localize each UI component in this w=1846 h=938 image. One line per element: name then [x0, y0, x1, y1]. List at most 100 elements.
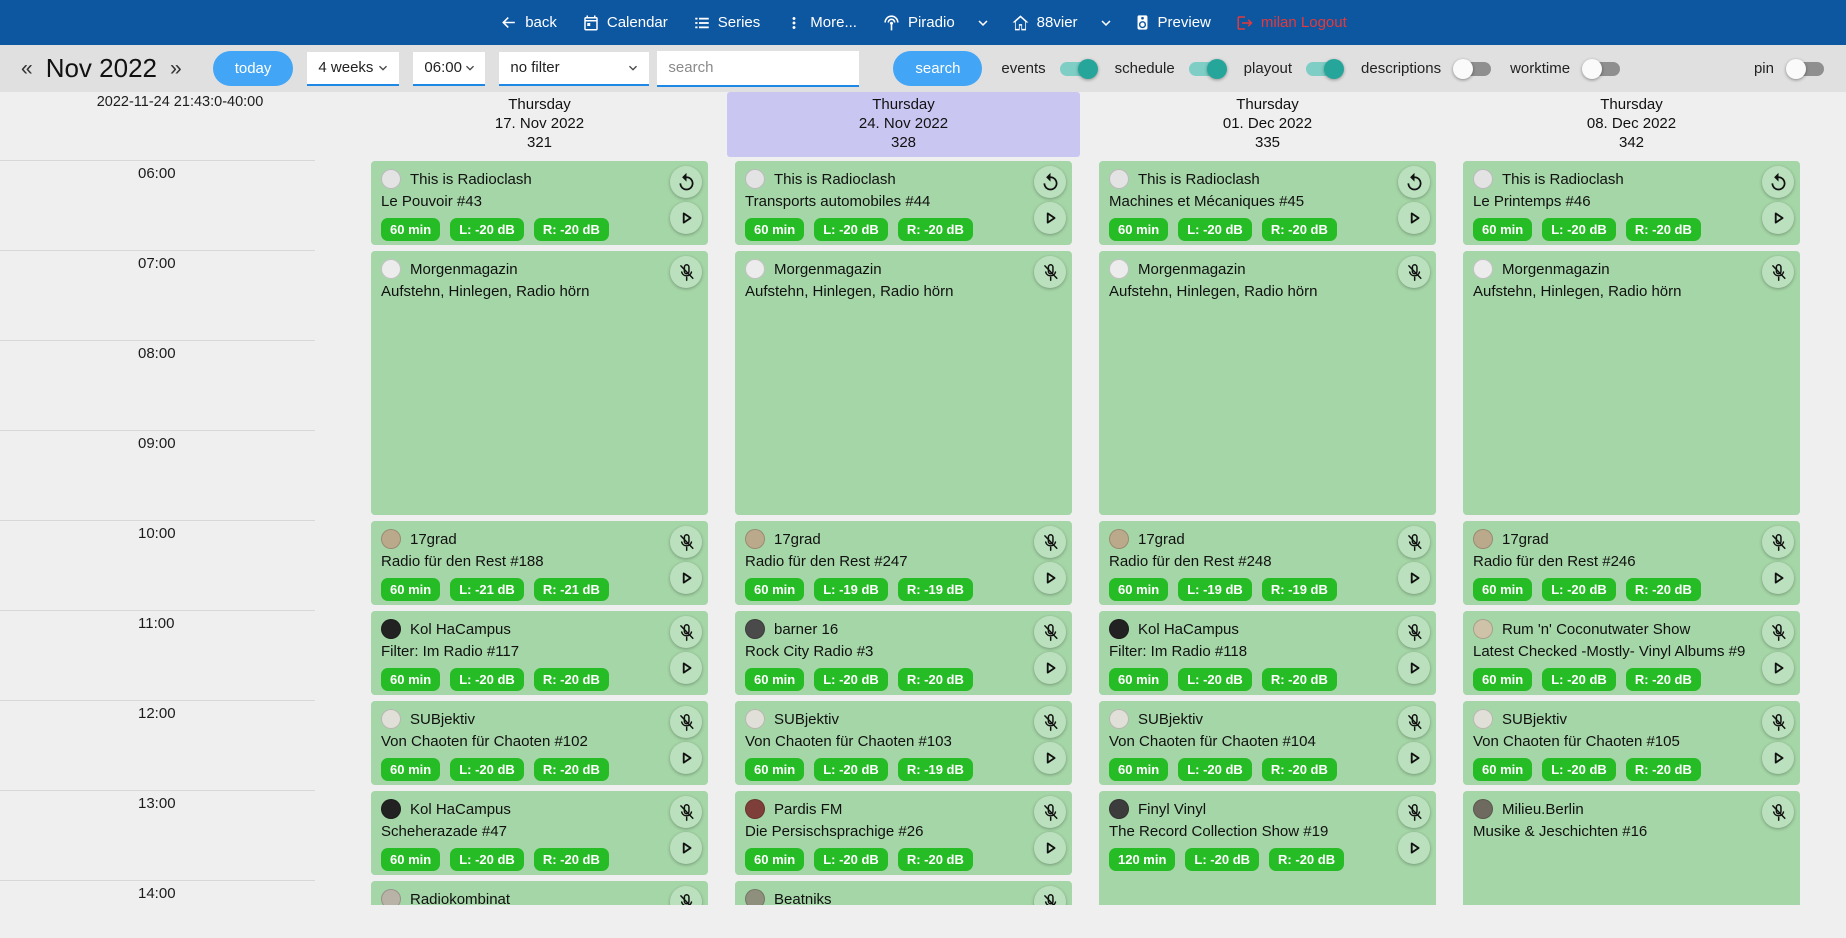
- speaker-icon: [1134, 14, 1151, 31]
- hour-label: 09:00: [138, 435, 176, 452]
- badge-row: 60 min L: -20 dB R: -20 dB: [1109, 668, 1426, 691]
- event-card[interactable]: SUBjektiv Von Chaoten für Chaoten #104 60 …: [1099, 701, 1436, 785]
- event-card[interactable]: Pardis FM Die Persischsprachige #26 60 min…: [735, 791, 1072, 875]
- schedule-toggle[interactable]: [1188, 58, 1227, 79]
- event-card[interactable]: This is Radioclash Le Printemps #46 60 min…: [1463, 161, 1800, 245]
- filter-select[interactable]: no filter: [499, 51, 650, 86]
- event-card[interactable]: 17grad Radio für den Rest #246 60 min L: -2…: [1463, 521, 1800, 605]
- search-button[interactable]: search: [893, 51, 983, 86]
- play-button[interactable]: [1034, 202, 1066, 234]
- play-button[interactable]: [1762, 202, 1794, 234]
- event-card[interactable]: 17grad Radio für den Rest #247 60 min L: -1…: [735, 521, 1072, 605]
- nav-item-series[interactable]: Series: [693, 14, 760, 32]
- event-card[interactable]: Rum 'n' Coconutwater Show Latest Checked …: [1463, 611, 1800, 695]
- show-name: barner 16: [774, 620, 839, 638]
- show-avatar: [1473, 799, 1493, 819]
- events-toggle[interactable]: [1059, 58, 1098, 79]
- event-card[interactable]: Morgenmagazin Aufstehn, Hinlegen, Radio h…: [1099, 251, 1436, 515]
- day-header[interactable]: Thursday 01. Dec 2022 335: [1091, 92, 1444, 157]
- next-month-button[interactable]: »: [170, 57, 182, 80]
- nav-item-station[interactable]: 88vier: [1011, 13, 1078, 32]
- replay-button[interactable]: [1762, 166, 1794, 198]
- pin-toggle[interactable]: [1786, 58, 1824, 79]
- station-dropdown-chevron-icon[interactable]: [1097, 14, 1115, 32]
- event-card[interactable]: Radiokombinat: [371, 881, 708, 905]
- event-icon-stack: [1762, 166, 1794, 234]
- replay-button[interactable]: [670, 166, 702, 198]
- play-button[interactable]: [1398, 832, 1430, 864]
- badge-row: 60 min L: -20 dB R: -20 dB: [1109, 218, 1426, 241]
- show-avatar: [1473, 619, 1493, 639]
- back-button[interactable]: back: [499, 13, 557, 32]
- playout-toggle[interactable]: [1306, 58, 1345, 79]
- duration-badge: 60 min: [1109, 218, 1169, 241]
- level-left-badge: L: -20 dB: [1178, 668, 1252, 691]
- today-button[interactable]: today: [212, 51, 294, 86]
- event-card[interactable]: Kol HaCampus Scheherazade #47 60 min L: -20…: [371, 791, 708, 875]
- piradio-dropdown-chevron-icon[interactable]: [974, 14, 992, 32]
- event-icon-stack: [1398, 526, 1430, 594]
- play-button[interactable]: [670, 562, 702, 594]
- play-button[interactable]: [1398, 652, 1430, 684]
- event-card[interactable]: SUBjektiv Von Chaoten für Chaoten #103 60 …: [735, 701, 1072, 785]
- descriptions-toggle[interactable]: [1453, 58, 1492, 79]
- replay-button[interactable]: [1398, 166, 1430, 198]
- level-left-badge: L: -20 dB: [450, 218, 524, 241]
- nav-item-piradio[interactable]: Piradio: [882, 13, 955, 32]
- event-card[interactable]: Morgenmagazin Aufstehn, Hinlegen, Radio h…: [1463, 251, 1800, 515]
- day-header[interactable]: Thursday 17. Nov 2022 321: [363, 92, 716, 157]
- play-button[interactable]: [670, 652, 702, 684]
- play-button[interactable]: [1034, 832, 1066, 864]
- logout-button[interactable]: milan Logout: [1236, 14, 1347, 32]
- nav-item-calendar[interactable]: Calendar: [582, 14, 668, 32]
- event-card[interactable]: Morgenmagazin Aufstehn, Hinlegen, Radio h…: [371, 251, 708, 515]
- event-card[interactable]: SUBjektiv Von Chaoten für Chaoten #102 60 …: [371, 701, 708, 785]
- event-card[interactable]: Finyl Vinyl The Record Collection Show #1…: [1099, 791, 1436, 905]
- show-avatar: [745, 619, 765, 639]
- play-button[interactable]: [1762, 562, 1794, 594]
- hour-label: 12:00: [138, 705, 176, 722]
- event-card[interactable]: Milieu.Berlin Musike & Jeschichten #16: [1463, 791, 1800, 905]
- range-select[interactable]: 4 weeks: [307, 51, 400, 86]
- play-button[interactable]: [1034, 742, 1066, 774]
- event-card[interactable]: This is Radioclash Machines et Mécaniques…: [1099, 161, 1436, 245]
- event-card[interactable]: Morgenmagazin Aufstehn, Hinlegen, Radio h…: [735, 251, 1072, 515]
- worktime-toggle[interactable]: [1582, 58, 1621, 79]
- event-card[interactable]: Kol HaCampus Filter: Im Radio #118 60 min L…: [1099, 611, 1436, 695]
- play-button[interactable]: [1034, 562, 1066, 594]
- play-button[interactable]: [1034, 652, 1066, 684]
- play-button[interactable]: [1398, 742, 1430, 774]
- show-name: SUBjektiv: [1138, 710, 1204, 728]
- replay-button[interactable]: [1034, 166, 1066, 198]
- day-header-selected[interactable]: Thursday 24. Nov 2022 328: [727, 92, 1080, 157]
- event-card[interactable]: Kol HaCampus Filter: Im Radio #117 60 min L…: [371, 611, 708, 695]
- show-name: Beatniks: [774, 890, 832, 906]
- event-card[interactable]: 17grad Radio für den Rest #188 60 min L: -2…: [371, 521, 708, 605]
- show-name: Kol HaCampus: [1138, 620, 1239, 638]
- event-card[interactable]: This is Radioclash Transports automobiles…: [735, 161, 1072, 245]
- play-button[interactable]: [1398, 202, 1430, 234]
- event-card[interactable]: This is Radioclash Le Pouvoir #43 60 min L:…: [371, 161, 708, 245]
- level-right-badge: R: -20 dB: [897, 668, 973, 691]
- level-right-badge: R: -19 dB: [897, 578, 973, 601]
- play-button[interactable]: [1762, 742, 1794, 774]
- duration-badge: 60 min: [1473, 578, 1533, 601]
- play-button[interactable]: [670, 742, 702, 774]
- event-card[interactable]: 17grad Radio für den Rest #248 60 min L: -1…: [1099, 521, 1436, 605]
- nav-item-preview[interactable]: Preview: [1134, 14, 1211, 31]
- nav-item-more[interactable]: More...: [785, 14, 857, 32]
- day-header[interactable]: Thursday 08. Dec 2022 342: [1455, 92, 1808, 157]
- start-time-select[interactable]: 06:00: [413, 51, 486, 86]
- play-button[interactable]: [1762, 652, 1794, 684]
- toggle-group-playout: playout: [1244, 58, 1345, 79]
- play-button[interactable]: [670, 832, 702, 864]
- play-button[interactable]: [1398, 562, 1430, 594]
- prev-month-button[interactable]: «: [21, 57, 33, 80]
- search-input[interactable]: [657, 50, 860, 87]
- play-button[interactable]: [670, 202, 702, 234]
- event-card[interactable]: barner 16 Rock City Radio #3 60 min L: -20 …: [735, 611, 1072, 695]
- event-card[interactable]: SUBjektiv Von Chaoten für Chaoten #105 60 …: [1463, 701, 1800, 785]
- more-label: More...: [810, 14, 857, 31]
- event-card[interactable]: Beatniks: [735, 881, 1072, 905]
